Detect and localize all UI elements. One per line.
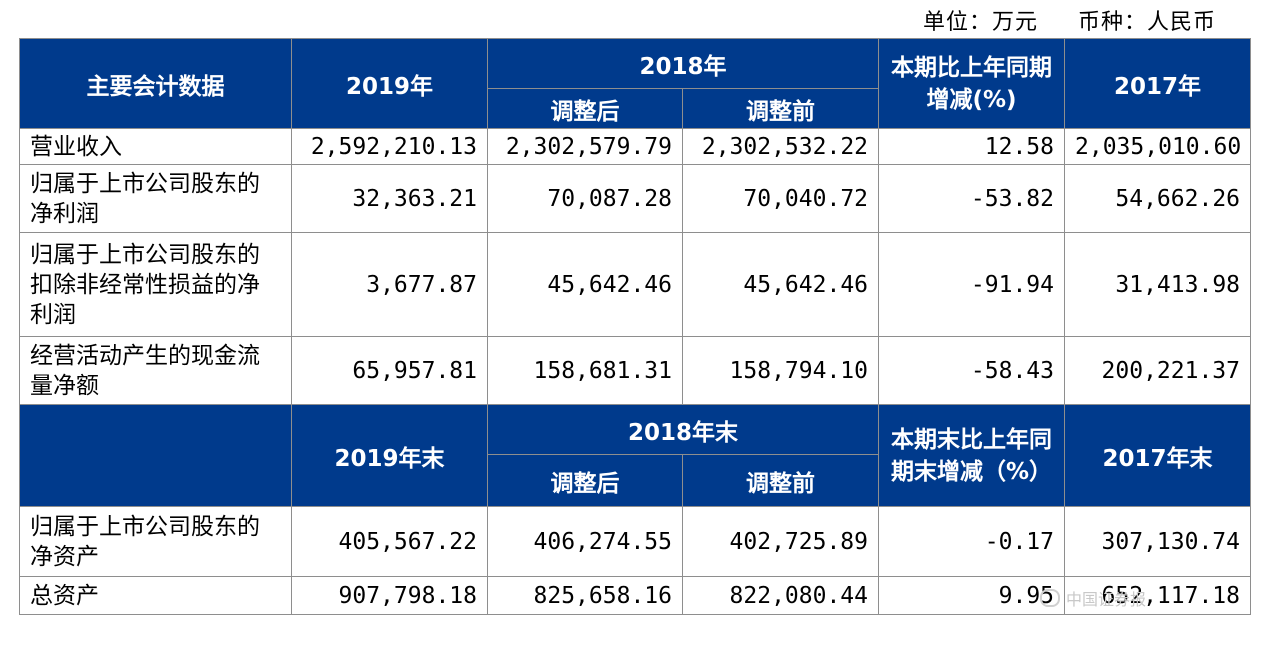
table-row: 营业收入 2,592,210.13 2,302,579.79 2,302,532… bbox=[19, 128, 1252, 165]
row-label: 营业收入 bbox=[19, 128, 292, 165]
header-before: 调整前 bbox=[681, 88, 880, 129]
header-2019: 2019年 bbox=[291, 38, 488, 129]
financial-table: 主要会计数据 2019年 2018年 本期比上年同期增减(%) 2017年 调整… bbox=[19, 38, 1252, 615]
cell-adjusted: 70,087.28 bbox=[487, 164, 683, 233]
cell-before: 158,794.10 bbox=[681, 336, 880, 405]
header-2017-end: 2017年末 bbox=[1064, 404, 1252, 507]
unit-line: 单位：万元 币种：人民币 bbox=[923, 4, 1216, 36]
row-label: 总资产 bbox=[19, 576, 292, 615]
header-row-1: 主要会计数据 2019年 2018年 本期比上年同期增减(%) 2017年 bbox=[19, 38, 1252, 129]
row-label: 归属于上市公司股东的净资产 bbox=[19, 506, 292, 577]
cell-2017: 2,035,010.60 bbox=[1064, 128, 1252, 165]
cell-change: 9.95 bbox=[878, 576, 1066, 615]
cell-adjusted: 825,658.16 bbox=[487, 576, 683, 615]
cell-before: 70,040.72 bbox=[681, 164, 880, 233]
header-item-2 bbox=[19, 404, 292, 507]
header-2018-end: 2018年末 bbox=[486, 404, 880, 455]
table-row: 归属于上市公司股东的净资产 405,567.22 406,274.55 402,… bbox=[19, 506, 1252, 577]
cell-before: 2,302,532.22 bbox=[681, 128, 880, 165]
cell-change: -0.17 bbox=[878, 506, 1066, 577]
header-item: 主要会计数据 bbox=[19, 38, 292, 129]
row-label: 归属于上市公司股东的净利润 bbox=[19, 164, 292, 233]
header-2017: 2017年 bbox=[1064, 38, 1252, 129]
header-adjusted: 调整后 bbox=[487, 88, 683, 129]
cell-before: 822,080.44 bbox=[681, 576, 880, 615]
cell-change: -91.94 bbox=[878, 232, 1066, 337]
chat-bubble-icon bbox=[1040, 589, 1060, 607]
header-2019-end: 2019年末 bbox=[291, 404, 488, 507]
table-row: 经营活动产生的现金流量净额 65,957.81 158,681.31 158,7… bbox=[19, 336, 1252, 405]
unit-label: 单位：万元 bbox=[922, 10, 1038, 35]
cell-2017: 307,130.74 bbox=[1064, 506, 1252, 577]
cell-change: -58.43 bbox=[878, 336, 1066, 405]
cell-2019: 65,957.81 bbox=[291, 336, 488, 405]
cell-adjusted: 45,642.46 bbox=[487, 232, 683, 337]
cell-2017: 200,221.37 bbox=[1064, 336, 1252, 405]
header-row-1b: 调整后 调整前 bbox=[20, 88, 1251, 129]
header-change-end: 本期末比上年同期末增减（%） bbox=[878, 404, 1066, 507]
table-row: 归属于上市公司股东的净利润 32,363.21 70,087.28 70,040… bbox=[19, 164, 1252, 233]
cell-before: 402,725.89 bbox=[681, 506, 880, 577]
cell-2017: 652,117.18 bbox=[1064, 576, 1252, 615]
cell-change: -53.82 bbox=[878, 164, 1066, 233]
cell-2019: 907,798.18 bbox=[291, 576, 488, 615]
watermark-text: 中国证券报 bbox=[1066, 590, 1147, 609]
currency-label: 币种：人民币 bbox=[1077, 10, 1216, 35]
row-label: 经营活动产生的现金流量净额 bbox=[19, 336, 292, 405]
header-2018: 2018年 bbox=[486, 38, 880, 89]
header-row-2: 2019年末 2018年末 本期末比上年同期末增减（%） 2017年末 bbox=[19, 404, 1252, 507]
table-row: 归属于上市公司股东的扣除非经常性损益的净利润 3,677.87 45,642.4… bbox=[19, 232, 1252, 337]
header-adjusted-2: 调整后 bbox=[487, 454, 683, 507]
table-row: 总资产 907,798.18 825,658.16 822,080.44 9.9… bbox=[19, 576, 1252, 615]
cell-2019: 32,363.21 bbox=[291, 164, 488, 233]
cell-2019: 405,567.22 bbox=[291, 506, 488, 577]
cell-2017: 54,662.26 bbox=[1064, 164, 1252, 233]
cell-adjusted: 158,681.31 bbox=[487, 336, 683, 405]
watermark: 中国证券报 bbox=[1040, 586, 1146, 610]
cell-before: 45,642.46 bbox=[681, 232, 880, 337]
cell-2019: 2,592,210.13 bbox=[291, 128, 488, 165]
row-label: 归属于上市公司股东的扣除非经常性损益的净利润 bbox=[19, 232, 292, 337]
header-before-2: 调整前 bbox=[681, 454, 880, 507]
cell-adjusted: 406,274.55 bbox=[487, 506, 683, 577]
cell-adjusted: 2,302,579.79 bbox=[487, 128, 683, 165]
cell-change: 12.58 bbox=[878, 128, 1066, 165]
cell-2017: 31,413.98 bbox=[1064, 232, 1252, 337]
header-change: 本期比上年同期增减(%) bbox=[878, 38, 1066, 129]
cell-2019: 3,677.87 bbox=[291, 232, 488, 337]
